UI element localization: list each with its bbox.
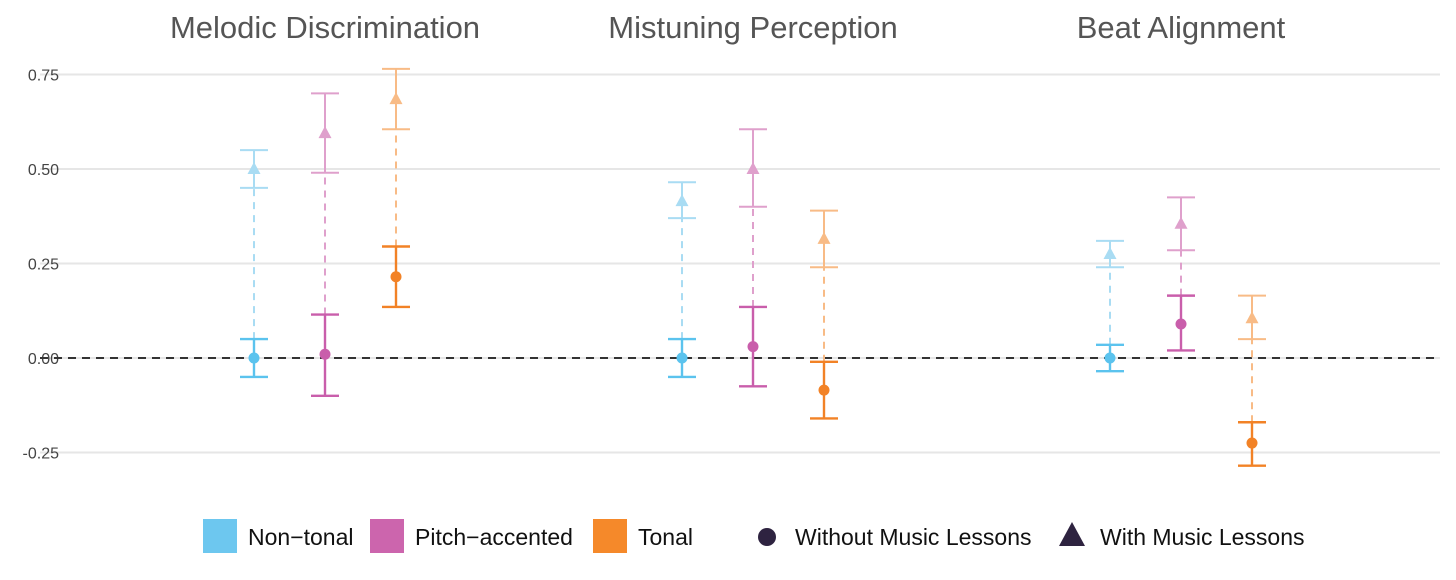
point-without-lessons xyxy=(319,348,331,360)
point-with-lessons xyxy=(746,162,760,174)
y-tick-label: 0.75 xyxy=(28,68,59,85)
legend-label-non-tonal: Non−tonal xyxy=(248,524,354,550)
facet-title-mistuning-perception: Mistuning Perception xyxy=(608,10,898,45)
point-group-non-tonal xyxy=(668,181,696,379)
point-group-pitch-accented xyxy=(739,128,767,388)
y-axis-ticks: 0.75 0.50 0.25 0.00 -0.25 xyxy=(23,68,60,463)
point-without-lessons xyxy=(1246,437,1258,449)
point-without-lessons xyxy=(676,352,688,364)
legend-label-pitch-accented: Pitch−accented xyxy=(415,524,573,550)
point-with-lessons xyxy=(1174,216,1188,229)
point-with-lessons xyxy=(389,92,403,105)
point-without-lessons xyxy=(1104,352,1116,364)
point-group-pitch-accented xyxy=(1167,196,1195,352)
data-marks xyxy=(240,67,1266,467)
point-with-lessons xyxy=(817,231,831,244)
legend-swatch-tonal xyxy=(593,519,627,553)
legend-swatch-pitch-accented xyxy=(370,519,404,553)
y-tick-label: 0.00 xyxy=(28,351,59,368)
facet-title-melodic-discrimination: Melodic Discrimination xyxy=(170,10,480,45)
legend-marker-with-lessons xyxy=(1059,522,1085,546)
y-tick-label: -0.25 xyxy=(23,446,60,463)
legend-label-tonal: Tonal xyxy=(638,524,693,550)
point-without-lessons xyxy=(1175,318,1187,330)
point-group-tonal xyxy=(810,209,838,420)
point-without-lessons xyxy=(248,352,260,364)
point-with-lessons xyxy=(1103,247,1117,260)
legend: Non−tonal Pitch−accented Tonal Without M… xyxy=(203,519,1305,553)
point-without-lessons xyxy=(747,341,759,353)
point-with-lessons xyxy=(318,126,332,139)
point-group-pitch-accented xyxy=(311,92,339,397)
point-group-non-tonal xyxy=(1096,239,1124,373)
point-without-lessons xyxy=(390,271,402,283)
point-with-lessons xyxy=(675,194,689,207)
point-group-non-tonal xyxy=(240,149,268,379)
point-group-tonal xyxy=(382,67,410,309)
point-with-lessons xyxy=(247,162,261,174)
legend-swatch-non-tonal xyxy=(203,519,237,553)
point-group-tonal xyxy=(1238,294,1266,467)
facet-title-beat-alignment: Beat Alignment xyxy=(1077,10,1286,45)
gridlines xyxy=(40,73,1440,454)
legend-label-without-lessons: Without Music Lessons xyxy=(795,524,1031,550)
point-with-lessons xyxy=(1245,311,1259,324)
point-without-lessons xyxy=(818,384,830,396)
legend-label-with-lessons: With Music Lessons xyxy=(1100,524,1305,550)
y-tick-label: 0.50 xyxy=(28,162,59,179)
facet-titles: Melodic Discrimination Mistuning Percept… xyxy=(170,10,1286,45)
y-tick-label: 0.25 xyxy=(28,257,59,274)
legend-marker-without-lessons xyxy=(758,528,776,546)
